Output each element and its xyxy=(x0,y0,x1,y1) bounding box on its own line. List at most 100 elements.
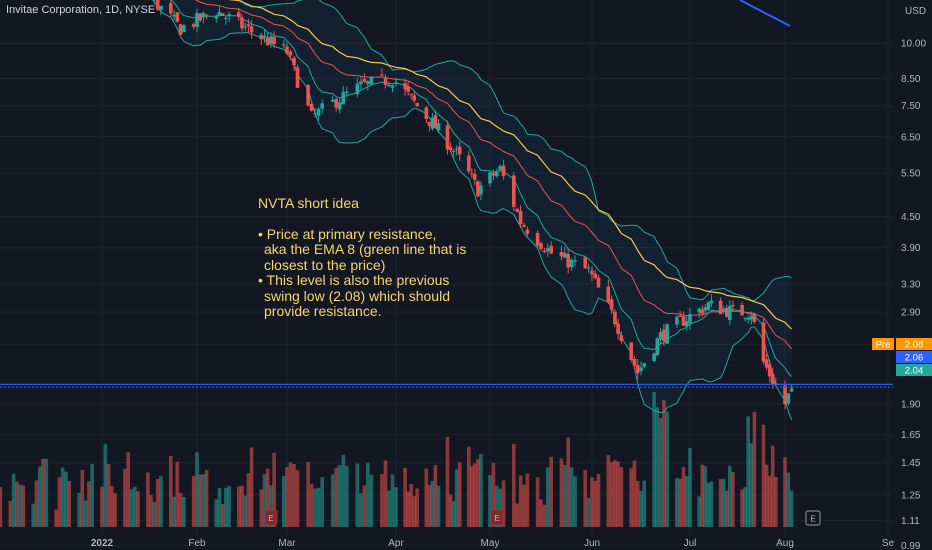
resistance-price-bg xyxy=(896,351,932,363)
candle-body xyxy=(655,338,660,356)
candle-body xyxy=(665,324,669,344)
resistance-line[interactable] xyxy=(0,383,893,388)
annotation-title: NVTA short idea xyxy=(258,195,359,211)
price-tick-14: 1.11 xyxy=(901,516,920,527)
volume-bar xyxy=(169,455,173,527)
annotation-point-2: • This level is also the previous xyxy=(258,272,450,288)
price-tick-11: 1.65 xyxy=(901,430,921,441)
candle-body xyxy=(616,323,620,335)
candle-body xyxy=(243,26,247,28)
pre-price-bg xyxy=(896,338,932,350)
volume-bar xyxy=(746,416,750,527)
volume-bar xyxy=(54,509,58,527)
volume-bar xyxy=(721,478,726,527)
volume-bar xyxy=(136,491,140,527)
last-price-badge: 2.04 xyxy=(896,364,932,377)
candle-body xyxy=(330,99,335,102)
volume-bar xyxy=(409,484,413,527)
candle-body xyxy=(476,181,480,197)
candle-body xyxy=(559,252,564,257)
volume-bar xyxy=(774,476,778,527)
candle-body xyxy=(415,103,419,107)
volume-bar xyxy=(512,443,516,527)
candlesticks xyxy=(147,0,794,410)
price-tick-1: 8.50 xyxy=(901,74,921,85)
symbol-title[interactable]: Invitae Corporation, 1D, NYSE xyxy=(6,4,156,16)
volume-bar xyxy=(454,469,459,527)
volume-bar xyxy=(292,464,296,527)
volume-bar xyxy=(457,462,462,527)
volume-bar xyxy=(41,458,45,527)
earnings-marker-0[interactable]: E xyxy=(264,509,278,526)
candle-body xyxy=(448,147,453,151)
volume-bar xyxy=(288,462,293,527)
volume-bar xyxy=(619,467,624,527)
volume-bar xyxy=(642,480,647,527)
volume-bar xyxy=(412,496,416,527)
annotation-spacer xyxy=(258,212,498,227)
volume-bar xyxy=(681,466,686,527)
price-tick-5: 4.50 xyxy=(901,212,921,223)
candle-body xyxy=(688,314,692,324)
volume-bar xyxy=(159,476,163,527)
candle-body xyxy=(709,300,714,304)
volume-bar xyxy=(178,493,183,527)
volume-bar xyxy=(383,460,388,527)
candle-body xyxy=(169,3,173,14)
volume-bar xyxy=(100,486,104,527)
volume-bar xyxy=(583,470,587,527)
volume-bar xyxy=(8,500,13,527)
earnings-marker-1[interactable]: E xyxy=(490,509,504,526)
volume-bar xyxy=(113,493,117,527)
volume-bar xyxy=(655,407,660,527)
volume-bar xyxy=(34,480,39,527)
candle-body xyxy=(512,175,516,207)
candle-body xyxy=(619,335,624,341)
candle-body xyxy=(259,35,264,40)
candle-body xyxy=(191,24,196,27)
volume-bar xyxy=(155,479,160,527)
earnings-marker-2[interactable]: E xyxy=(805,510,821,526)
volume-bar xyxy=(786,472,791,527)
candle-body xyxy=(786,393,791,404)
volume-bar xyxy=(539,499,543,527)
candle-body xyxy=(501,165,506,177)
volume-bar xyxy=(731,472,735,527)
time-axis[interactable]: 2022 Feb Mar Apr May Jun Jul Aug Se xyxy=(91,538,895,549)
volume-bar xyxy=(629,467,633,527)
volume-bar xyxy=(473,463,477,527)
candle-body xyxy=(288,51,293,56)
volume-bar xyxy=(272,452,276,527)
volume-bar xyxy=(563,465,567,527)
candle-body xyxy=(789,388,794,392)
candle-body xyxy=(662,329,666,341)
candle-body xyxy=(457,146,462,155)
volume-bar xyxy=(613,460,617,527)
price-tick-10: 1.90 xyxy=(901,399,921,410)
candle-body xyxy=(684,321,689,327)
candle-body xyxy=(282,44,286,46)
volume-bar xyxy=(262,474,267,527)
time-tick-2: Mar xyxy=(278,538,296,549)
volume-bar xyxy=(491,462,496,527)
volume-bar xyxy=(285,467,289,527)
candle-body xyxy=(380,74,384,76)
currency-label: USD xyxy=(905,6,926,17)
volume-bar xyxy=(522,484,526,527)
candle-body xyxy=(586,267,591,269)
time-tick-6: Jul xyxy=(684,538,697,549)
volume-bar xyxy=(306,462,310,527)
candle-body xyxy=(292,57,296,66)
volume-bar xyxy=(149,495,153,527)
resistance-price-text: 2.06 xyxy=(905,353,924,364)
candle-body xyxy=(539,243,543,249)
candle-body xyxy=(227,14,231,17)
volume-bar xyxy=(606,455,611,527)
volume-bar xyxy=(789,490,794,527)
candle-body xyxy=(159,5,163,10)
candle-body xyxy=(678,315,682,317)
candle-body xyxy=(412,95,416,101)
candle-body xyxy=(706,302,711,310)
